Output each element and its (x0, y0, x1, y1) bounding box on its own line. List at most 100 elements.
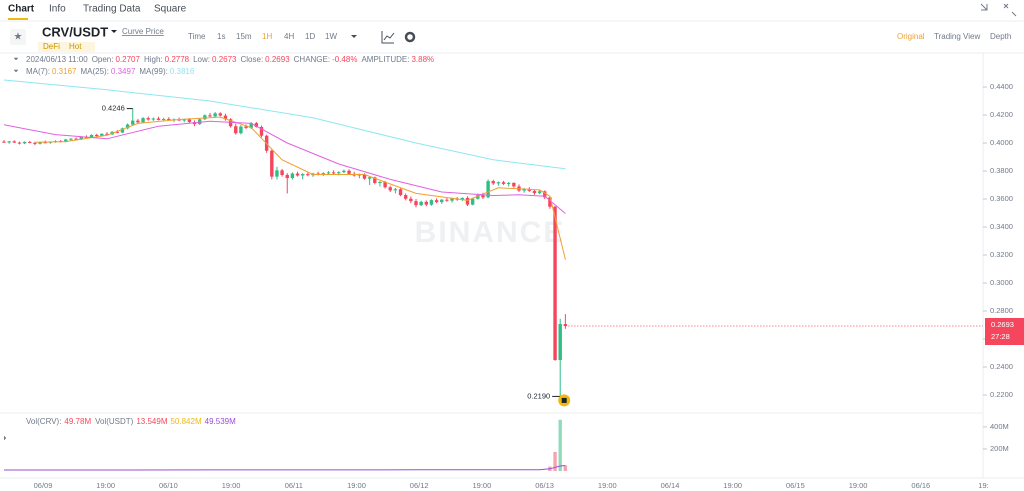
interval[interactable]: 4H (284, 32, 294, 41)
x-tick-label: 06/13 (535, 481, 554, 490)
candle-body (182, 119, 186, 121)
y-tick-label: 0.4400 (990, 82, 1013, 91)
tag[interactable]: DeFi (43, 42, 60, 51)
volume-value: 50.842M (170, 417, 201, 426)
interval[interactable]: 1D (305, 32, 315, 41)
candle-body (187, 119, 192, 123)
candle-body (198, 119, 202, 125)
candle-body (378, 181, 382, 183)
candle-body (100, 133, 104, 137)
candle-body (285, 174, 289, 179)
candle-body (95, 134, 99, 137)
candle-body (213, 113, 217, 117)
candle-body (249, 123, 253, 128)
candle-body (491, 181, 495, 184)
view[interactable]: Depth (990, 32, 1011, 41)
candle-body (321, 173, 325, 175)
y-tick-label: 0.2400 (990, 362, 1013, 371)
price-box (985, 318, 1024, 346)
view[interactable]: Original (897, 32, 925, 41)
volume-legend: Vol(CRV): 49.78M Vol(USDT) 13.549M 50.842M 49… (26, 417, 236, 426)
interval[interactable]: 1s (217, 32, 225, 41)
candle-body (2, 141, 6, 143)
legend-value: -0.48% (332, 55, 357, 64)
candle-body (373, 177, 377, 183)
candle-body (259, 126, 264, 136)
candle-body (270, 150, 274, 177)
symbol[interactable]: CRV/USDT (42, 24, 108, 39)
ma-value: 0.3816 (170, 67, 195, 76)
candle-body (337, 172, 341, 174)
active-tab-underline (8, 18, 28, 20)
candle-body (404, 195, 408, 199)
x-tick-label: 06/12 (410, 481, 429, 490)
candle-body (414, 201, 418, 206)
candle-body (131, 120, 135, 125)
candle-body (136, 120, 140, 123)
more-intervals[interactable] (351, 35, 357, 38)
candle-body (22, 141, 27, 144)
candle-body (74, 138, 78, 140)
candle-body (548, 197, 552, 207)
candle-body (507, 182, 511, 184)
candle-body (563, 324, 568, 327)
interval[interactable]: Time (188, 32, 206, 41)
y-tick-label: 0.2200 (990, 390, 1013, 399)
ma-line (3, 120, 566, 214)
candle-body (543, 191, 547, 198)
candle-body (476, 195, 480, 199)
low-label: 0.2190 (527, 391, 550, 400)
candle-body (156, 118, 161, 120)
indicator-icon[interactable] (381, 31, 395, 44)
candle-body (398, 189, 403, 196)
link[interactable]: Curve Price (122, 27, 164, 36)
candle-body (79, 136, 83, 140)
tab[interactable]: Square (154, 4, 187, 15)
candle-body (496, 182, 501, 184)
ma-name: MA(99): (139, 67, 167, 76)
ma-line (34, 116, 566, 260)
candle-body (43, 142, 47, 144)
tab[interactable]: Trading Data (83, 4, 141, 15)
legend-label: High: (144, 55, 163, 64)
caret[interactable] (111, 30, 117, 33)
candle-body (347, 170, 351, 174)
x-tick-label: 06/16 (911, 481, 930, 490)
x-tick-label: 19: (978, 481, 988, 490)
interval[interactable]: 15m (236, 32, 252, 41)
view[interactable]: Trading View (934, 32, 980, 41)
ma-legend: MA(7): 0.3167 MA(25): 0.3497 MA(99): 0.3816 (26, 67, 195, 76)
y-tick-label: 0.3400 (990, 222, 1013, 231)
legend-row: 2024/06/13 11:00 Open: 0.2707 High: 0.2778 Lo… (26, 55, 434, 64)
high-label: 0.4246 (102, 104, 125, 113)
interval[interactable]: 1H (262, 32, 272, 41)
legend-value: 0.2707 (115, 55, 140, 64)
ma-line (3, 79, 566, 170)
candle-body (553, 206, 557, 361)
candle-body (146, 118, 150, 120)
settings-icon[interactable] (404, 31, 416, 43)
candle-body (527, 188, 531, 191)
candle-body (301, 174, 305, 176)
window-icons[interactable] (980, 3, 1017, 17)
tag[interactable]: Hot (69, 42, 82, 51)
collapse-icons[interactable] (3, 57, 19, 441)
candle-body (342, 170, 346, 173)
volume-bar (558, 419, 562, 471)
legend-value: 0.2693 (265, 55, 290, 64)
candle-body (115, 131, 119, 133)
favorite-button[interactable] (10, 29, 26, 45)
tab[interactable]: Info (49, 4, 66, 15)
candle-body (537, 191, 542, 194)
volume-tick-label: 200M (990, 444, 1009, 453)
legend-value: 0.2778 (165, 55, 190, 64)
candle-body (532, 190, 537, 194)
legend-time: 2024/06/13 11:00 (26, 55, 88, 64)
candle-body (501, 182, 506, 184)
tab[interactable]: Chart (8, 4, 35, 15)
interval[interactable]: 1W (325, 32, 337, 41)
candle-body (306, 174, 310, 176)
candle-body (424, 201, 428, 205)
candle-body (481, 195, 485, 198)
